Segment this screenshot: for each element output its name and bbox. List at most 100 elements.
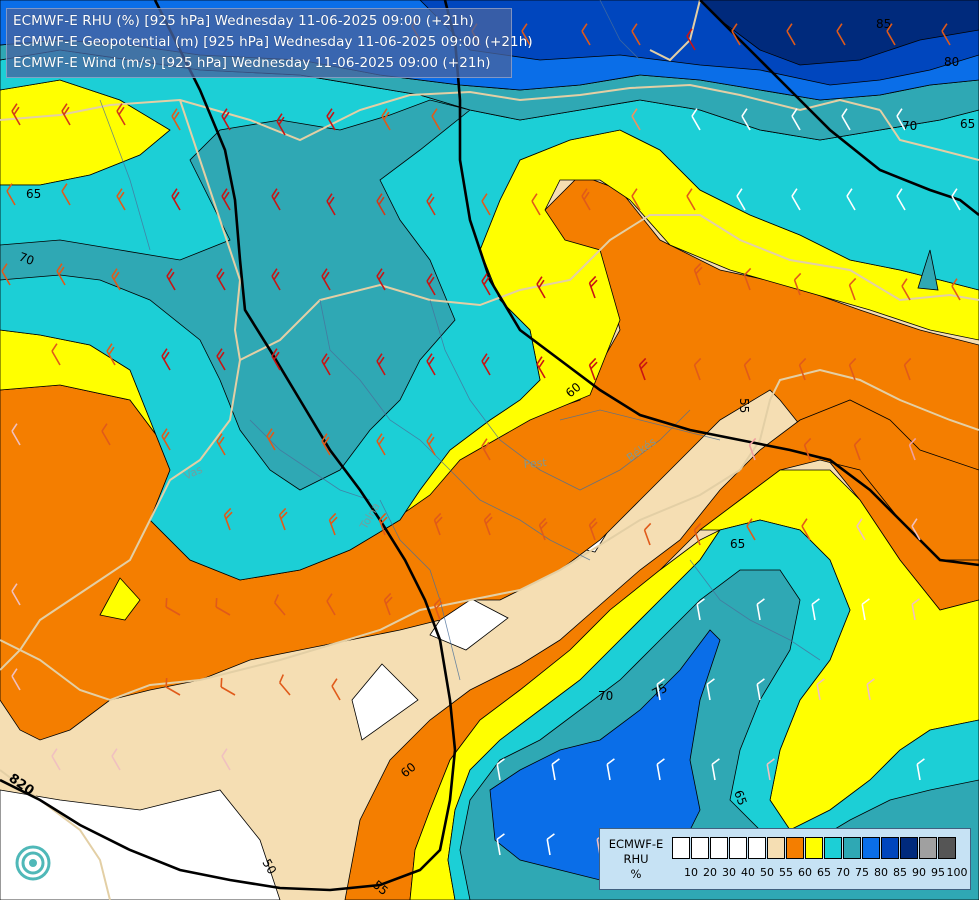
wind-barb-icon <box>426 193 436 216</box>
wind-barb-icon <box>643 522 652 546</box>
wind-barb-icon <box>911 518 921 541</box>
wind-barb-icon <box>326 108 336 131</box>
wind-barb-icon <box>165 678 181 696</box>
wind-barb-icon <box>911 598 920 621</box>
rhu-60-65-west-blob <box>99 577 141 621</box>
legend-swatch <box>938 837 956 859</box>
wind-barb-icon <box>896 188 906 211</box>
contour-label-rhu: 80 <box>944 55 959 69</box>
wind-barb-icon <box>903 357 912 381</box>
wind-barb-icon <box>381 108 391 131</box>
legend-swatch <box>767 837 785 859</box>
wind-barb-icon <box>531 193 541 216</box>
legend-tick-label: 65 <box>817 866 831 879</box>
contour-label-rhu: 65 <box>730 537 745 551</box>
wind-barb-icon <box>51 343 61 366</box>
legend-swatch <box>748 837 766 859</box>
wind-barb-icon <box>736 188 746 211</box>
wind-barb-icon <box>426 433 436 456</box>
swirl-logo-icon <box>15 845 51 881</box>
title-geopotential: ECMWF-E Geopotential (m) [925 hPa] Wedne… <box>13 34 533 50</box>
wind-barb-icon <box>11 103 21 126</box>
wind-barb-icon <box>165 598 181 616</box>
color-legend: ECMWF-E RHU % 10 20 30 40 50 55 60 65 70 75 80 85 90… <box>599 828 971 890</box>
wind-barb-icon <box>328 512 338 536</box>
wind-barb-icon <box>116 103 126 126</box>
title-box: ECMWF-E RHU (%) [925 hPa] Wednesday 11-0… <box>6 8 533 78</box>
wind-barb-icon <box>161 428 171 451</box>
wind-barb-icon <box>56 263 66 286</box>
contour-label-rhu: 70 <box>17 250 36 268</box>
wind-barb-icon <box>378 512 388 536</box>
place-label: Pest <box>523 456 548 471</box>
wind-barb-icon <box>866 678 875 701</box>
wind-barb-icon <box>756 678 765 701</box>
wind-barb-icon <box>220 678 236 696</box>
wind-barb-icon <box>216 348 226 371</box>
wind-barb-icon <box>431 108 441 131</box>
region-boundaries <box>99 0 821 681</box>
wind-barb-icon <box>686 28 696 51</box>
wind-barb-icon <box>111 748 121 771</box>
legend-model: ECMWF-E <box>608 837 664 851</box>
wind-barb-icon <box>116 188 126 211</box>
legend-swatch <box>691 837 709 859</box>
wind-barb-icon <box>693 522 702 546</box>
contour-labels: 65 70 85 80 70 65 65 60 55 70 75 65 60 5… <box>6 17 976 898</box>
wind-barb-icon <box>106 343 116 366</box>
wind-barb-icon <box>841 108 851 131</box>
legend-swatch <box>729 837 747 859</box>
wind-barb-icon <box>743 267 752 291</box>
wind-barb-icon <box>896 108 906 131</box>
legend-swatch <box>843 837 861 859</box>
wind-barb-icon <box>326 593 336 616</box>
contour-label-rhu: 65 <box>26 187 41 201</box>
legend-tick-label: 95 <box>931 866 945 879</box>
legend-tick-label: 55 <box>779 866 793 879</box>
wind-barb-icon <box>278 507 288 531</box>
wind-barb-icon <box>816 678 825 701</box>
wind-barb-icon <box>836 23 846 46</box>
wind-barb-icon <box>631 108 641 131</box>
wind-barb-icon <box>266 428 276 451</box>
wind-barb-icon <box>11 668 21 691</box>
wind-barb-icon <box>551 758 560 781</box>
legend-swatch <box>805 837 823 859</box>
logo <box>10 840 56 886</box>
wind-barb-icon <box>426 353 436 376</box>
rhu-75-80-south <box>489 629 721 881</box>
legend-swatch <box>672 837 690 859</box>
wind-barb-icon <box>538 517 548 541</box>
wind-barb-icon <box>861 598 870 621</box>
wind-barb-icon <box>376 433 386 456</box>
legend-tick-label: 10 <box>684 866 698 879</box>
wind-barb-icon <box>383 592 393 616</box>
wind-barbs <box>1 18 961 856</box>
title-rhu: ECMWF-E RHU (%) [925 hPa] Wednesday 11-0… <box>13 13 474 29</box>
legend-tick-label: 100 <box>946 866 968 879</box>
legend-tick-label: 80 <box>874 866 888 879</box>
legend-tick-label: 20 <box>703 866 717 879</box>
wind-barb-icon <box>223 507 233 531</box>
legend-field: RHU <box>623 852 649 866</box>
legend-swatch <box>919 837 937 859</box>
wind-barb-icon <box>221 748 231 771</box>
legend-unit: % <box>630 867 642 881</box>
rhu-below-50-south2 <box>351 663 419 741</box>
title-wind: ECMWF-E Wind (m/s) [925 hPa] Wednesday 1… <box>13 55 491 71</box>
wind-barb-icon <box>521 23 531 46</box>
wind-barb-icon <box>376 193 386 216</box>
wind-barb-icon <box>693 357 702 381</box>
legend-tick-label: 75 <box>855 866 869 879</box>
contour-label-rhu: 75 <box>650 681 670 701</box>
wind-barb-icon <box>278 674 291 696</box>
wind-barb-icon <box>161 348 171 371</box>
wind-barb-icon <box>656 678 665 701</box>
wind-barb-icon <box>588 275 598 299</box>
wind-barb-icon <box>496 758 505 781</box>
wind-barb-icon <box>271 268 281 291</box>
contour-label-rhu: 70 <box>902 119 917 133</box>
